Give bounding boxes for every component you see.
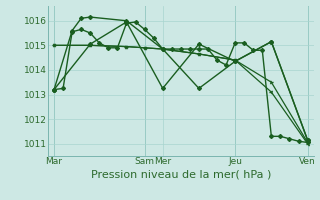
- X-axis label: Pression niveau de la mer( hPa ): Pression niveau de la mer( hPa ): [91, 169, 271, 179]
